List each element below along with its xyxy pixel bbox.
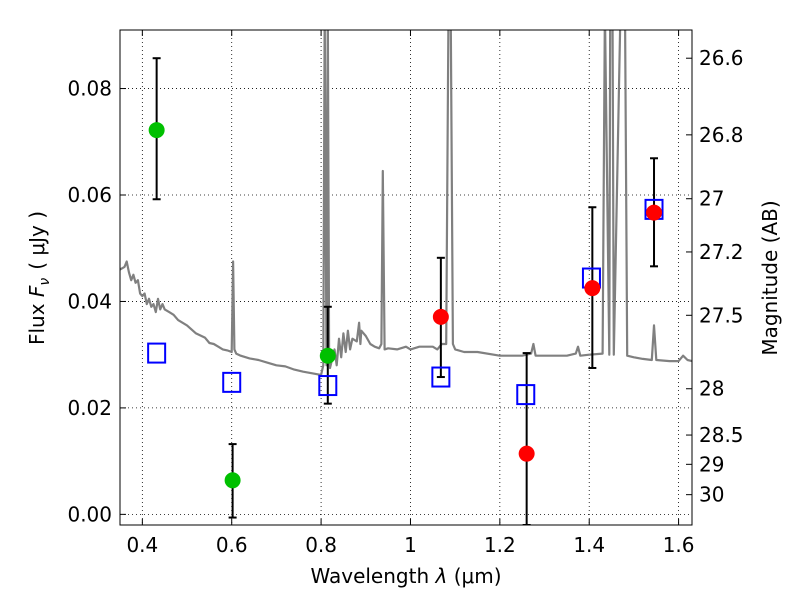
y-tick-label: 0.02	[67, 396, 112, 420]
x-axis-label-unit: (μm)	[454, 564, 502, 588]
x-tick-label: 0.4	[126, 533, 158, 557]
photometry-point	[584, 280, 601, 297]
magnitude-tick-label: 27.5	[699, 303, 744, 327]
x-axis-label-prefix: Wavelength	[310, 564, 429, 588]
y2-axis-label: Magnitude (AB)	[758, 200, 782, 355]
model-flux-square	[318, 375, 338, 397]
x-axis-label-symbol: λ	[435, 564, 448, 588]
model-flux-square	[431, 366, 451, 388]
x-tick-label: 1	[404, 533, 417, 557]
magnitude-tick-label: 27	[699, 187, 724, 211]
grid	[120, 30, 692, 525]
y-axis-label-symbol: F	[25, 285, 49, 297]
model-flux-square	[516, 384, 536, 406]
magnitude-tick-label: 26.6	[699, 46, 744, 70]
x-tick-label: 0.6	[216, 533, 248, 557]
magnitude-tick-label: 28	[699, 377, 724, 401]
y-axis-label-unit: ( μJy )	[25, 211, 49, 270]
photometry-point	[148, 122, 165, 139]
magnitude-tick-label: 26.8	[699, 123, 744, 147]
y-axis-label-subscript: ν	[37, 278, 53, 286]
photometry-point	[319, 347, 336, 364]
y-tick-label: 0.06	[67, 183, 112, 207]
model-flux-square	[147, 342, 167, 364]
spectrum-line	[120, 30, 692, 376]
photometry-point	[646, 204, 663, 221]
photometry-point	[224, 472, 241, 489]
magnitude-tick-label: 29	[699, 452, 724, 476]
y-axis-label-prefix: Flux	[25, 303, 49, 345]
y-axis-label: Flux Fν ( μJy )	[25, 211, 53, 345]
x-tick-label: 0.8	[305, 533, 337, 557]
magnitude-tick-label: 30	[699, 483, 724, 507]
y-tick-label: 0.08	[67, 77, 112, 101]
photometry-point	[432, 308, 449, 325]
y-tick-label: 0.00	[67, 502, 112, 526]
photometry-point	[518, 445, 535, 462]
x-tick-label: 1.6	[663, 533, 695, 557]
plot-frame	[119, 29, 693, 526]
plot-area	[120, 30, 692, 525]
x-axis-label: Wavelength λ (μm)	[310, 564, 501, 588]
magnitude-tick-label: 27.2	[699, 240, 744, 264]
x-tick-label: 1.2	[484, 533, 516, 557]
magnitude-tick-label: 28.5	[699, 423, 744, 447]
x-tick-label: 1.4	[573, 533, 605, 557]
y-tick-label: 0.04	[67, 289, 112, 313]
plot-background	[120, 30, 692, 525]
model-flux-square	[222, 371, 242, 393]
ticks: 0.4 0.6 0.8 1 1.2 1.4 1.6 0.00 0.02 0.04 0.06 0.08 2…	[67, 30, 744, 557]
